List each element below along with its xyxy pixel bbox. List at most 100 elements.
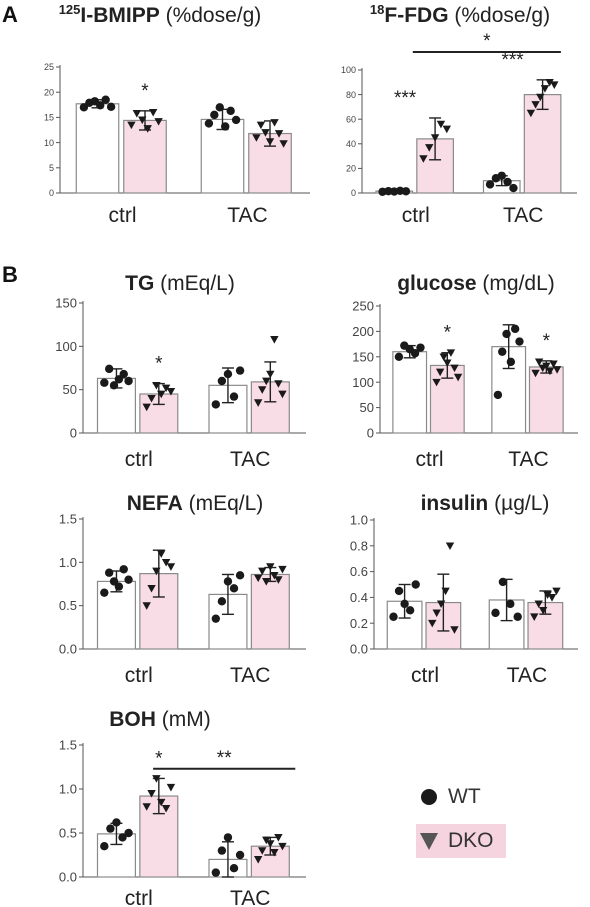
data-point-dko (443, 359, 452, 368)
data-point-dko (279, 140, 288, 148)
data-point-dko (436, 600, 446, 609)
chart-title: 125I-BMIPP (%dose/g) (59, 2, 262, 27)
data-point-dko (441, 587, 450, 596)
bar-wt-ctrl (75, 103, 120, 194)
y-tick-label: 80 (346, 90, 356, 100)
data-point-wt (235, 366, 245, 375)
data-point-wt (497, 171, 506, 180)
x-category-label: TAC (503, 204, 543, 227)
data-point-dko (266, 840, 275, 848)
y-tick-label: 50 (360, 400, 374, 415)
significance-star: * (543, 331, 551, 352)
x-category-label: ctrl (125, 448, 153, 471)
data-point-dko (531, 369, 540, 378)
data-point-dko (436, 120, 446, 129)
data-point-wt (405, 606, 415, 615)
data-point-wt (226, 106, 235, 116)
y-tick-label: 100 (55, 339, 77, 354)
data-point-dko (547, 594, 557, 602)
data-point-dko (266, 370, 275, 379)
y-tick-label: 0.0 (59, 642, 77, 657)
data-point-dko (552, 587, 561, 596)
data-point-dko (161, 558, 171, 567)
data-point-wt (124, 376, 133, 386)
y-tick-label: 0.5 (59, 826, 77, 841)
data-point-wt (211, 614, 221, 623)
data-point-dko (552, 366, 562, 374)
data-point-dko (253, 399, 263, 407)
y-tick-label: 0 (367, 426, 374, 441)
x-category-label: TAC (508, 448, 548, 471)
data-point-wt (104, 568, 114, 577)
y-tick-label: 0.6 (350, 564, 368, 579)
y-tick-label: 0.2 (350, 616, 368, 631)
legend-item-wt: WT (416, 780, 481, 814)
y-tick-label: 150 (55, 296, 77, 311)
bar-wt-TAC (491, 346, 527, 434)
bar-dko-TAC (528, 366, 564, 434)
chart-title: NEFA (mEq/L) (127, 492, 264, 515)
data-point-wt (112, 818, 121, 827)
data-point-dko (147, 394, 156, 403)
y-tick-label: 10 (44, 138, 54, 148)
data-point-dko (278, 842, 287, 851)
data-point-dko (446, 349, 456, 357)
y-tick-label: 0.8 (350, 538, 368, 553)
triangle-down-marker-icon (416, 828, 442, 854)
bracket-significance: * (483, 31, 491, 52)
y-tick-label: 0.0 (59, 870, 77, 885)
data-point-dko (142, 403, 151, 412)
y-tick-label: 0 (70, 426, 77, 441)
title-bold: insulin (421, 492, 489, 515)
data-point-wt (217, 597, 227, 606)
data-point-dko (142, 602, 151, 610)
data-point-dko (549, 360, 558, 369)
y-tick-label: 15 (44, 113, 54, 123)
bar-dko-ctrl (123, 119, 167, 194)
data-point-wt (114, 582, 124, 591)
data-point-dko (157, 798, 166, 807)
data-point-dko (274, 576, 283, 584)
data-point-dko (428, 619, 437, 628)
data-point-wt (211, 868, 221, 877)
data-point-dko (152, 567, 161, 576)
x-category-label: ctrl (411, 664, 439, 687)
data-point-wt (235, 850, 245, 860)
x-category-label: TAC (227, 204, 267, 227)
x-category-label: TAC (230, 664, 270, 687)
y-tick-label: 0.0 (350, 642, 368, 657)
y-tick-label: 100 (341, 65, 356, 75)
title-superscript: 18 (370, 2, 384, 17)
chart-glucose: glucose (mg/dL) 0 50 100 150 200 250 ctrl TAC * * (352, 272, 578, 471)
chart-title: insulin (µg/L) (421, 492, 550, 515)
data-point-wt (502, 329, 511, 339)
data-point-dko (258, 847, 267, 855)
legend-item-dko: DKO (416, 824, 506, 858)
significance-star: * (155, 748, 163, 769)
data-point-dko (157, 390, 166, 399)
title-unit: (%dose/g) (449, 4, 551, 27)
data-point-dko (439, 353, 448, 361)
title-unit: (%dose/g) (160, 4, 262, 27)
data-point-wt (100, 842, 109, 851)
data-point-dko (445, 542, 455, 550)
data-point-wt (215, 103, 224, 112)
data-point-wt (491, 608, 500, 618)
legend-label-dko: DKO (448, 829, 494, 852)
data-point-dko (534, 358, 544, 367)
data-point-dko (166, 563, 176, 571)
data-point-dko (545, 78, 554, 87)
data-point-wt (223, 369, 233, 379)
data-point-wt (235, 571, 245, 580)
data-point-dko (453, 373, 463, 382)
x-category-label: TAC (507, 664, 547, 687)
chart-title: TG (mEq/L) (125, 272, 235, 295)
data-point-dko (540, 85, 550, 93)
data-point-dko (531, 101, 540, 109)
data-point-dko (430, 134, 440, 142)
data-point-wt (100, 378, 109, 387)
data-point-dko (148, 109, 158, 117)
data-point-wt (106, 102, 116, 112)
